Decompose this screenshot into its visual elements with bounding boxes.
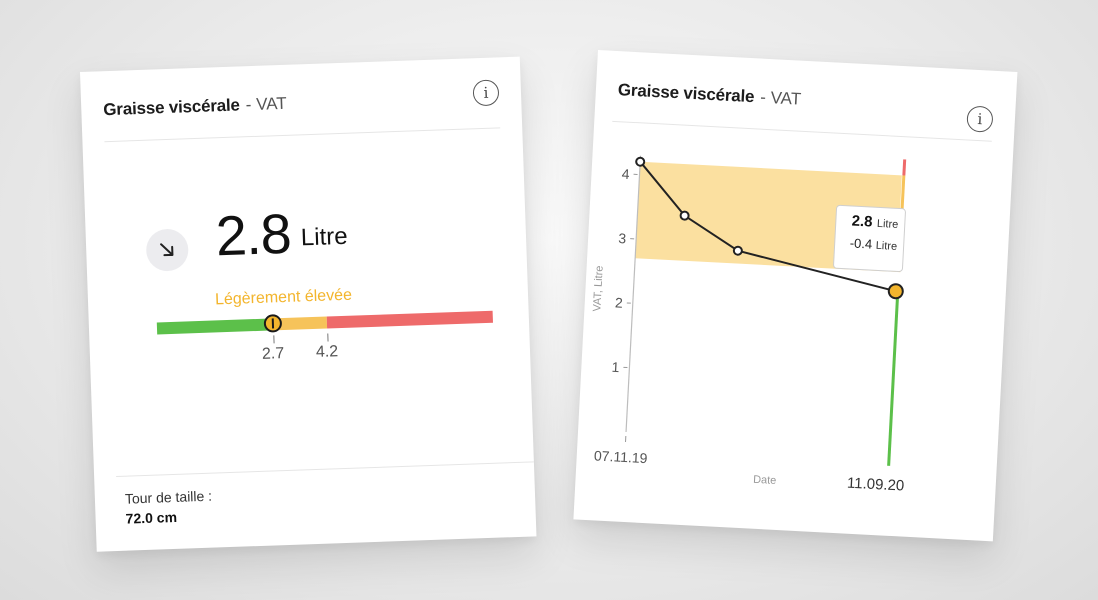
range-scale	[156, 310, 494, 335]
card-title-sub: - VAT	[759, 87, 802, 109]
x-tick-label-end: 11.09.20	[847, 475, 905, 495]
series-line	[639, 161, 897, 293]
scale-segment-high	[326, 310, 494, 329]
status-label: Légèrement élevée	[214, 286, 353, 309]
waist-value: 72.0 cm	[125, 508, 178, 527]
info-icon[interactable]: i	[966, 105, 994, 133]
status-bar-high	[902, 159, 907, 176]
y-axis-label: VAT, Litre	[591, 265, 605, 312]
waist-label: Tour de taille :	[124, 487, 213, 507]
footer-divider	[116, 461, 534, 477]
y-axis	[625, 155, 642, 433]
header-divider	[104, 127, 501, 143]
trend-indicator	[145, 228, 189, 272]
tooltip-delta-unit: Litre	[875, 239, 898, 253]
vat-history-card: Graisse viscérale - VAT i 1 2 3 4 VAT, Litre…	[573, 50, 1018, 542]
status-bar-low	[887, 291, 900, 466]
threshold-tick-high	[327, 333, 329, 342]
vat-unit: Litre	[300, 222, 349, 252]
y-tick-label: 1	[611, 359, 620, 375]
info-icon[interactable]: i	[472, 79, 500, 107]
data-point	[635, 156, 646, 167]
current-point	[887, 283, 904, 300]
data-point	[679, 210, 690, 221]
vat-line-chart: 1 2 3 4 VAT, Litre 07.11.19 Date 11.09.20	[591, 155, 907, 495]
x-axis-label: Date	[753, 474, 777, 487]
tooltip-delta: -0.4	[849, 235, 873, 252]
vat-summary-card: Graisse viscérale - VAT i 2.8 Litre Légè…	[80, 56, 537, 552]
y-tick-label: 4	[621, 166, 630, 182]
arrow-down-right-icon	[160, 243, 174, 257]
y-tick-label: 2	[615, 294, 624, 310]
y-tick-label: 3	[618, 230, 627, 246]
card-header: Graisse viscérale - VAT i	[103, 79, 500, 127]
card-header: Graisse viscérale - VAT i	[617, 73, 994, 133]
vat-value: 2.8	[214, 201, 292, 268]
threshold-label-low: 2.7	[261, 345, 285, 363]
card-title: Graisse viscérale	[617, 80, 755, 107]
threshold-label-high: 4.2	[315, 343, 339, 361]
tooltip-value: 2.8	[851, 212, 873, 231]
x-tick-label-start: 07.11.19	[594, 447, 648, 466]
data-point	[732, 245, 743, 256]
threshold-tick-low	[273, 335, 275, 344]
scale-segment-low	[156, 318, 274, 335]
tooltip-unit: Litre	[876, 217, 899, 231]
card-title: Graisse viscérale	[102, 95, 241, 120]
value-tooltip: 2.8 Litre -0.4 Litre	[832, 204, 907, 273]
card-title-sub: - VAT	[245, 93, 287, 115]
